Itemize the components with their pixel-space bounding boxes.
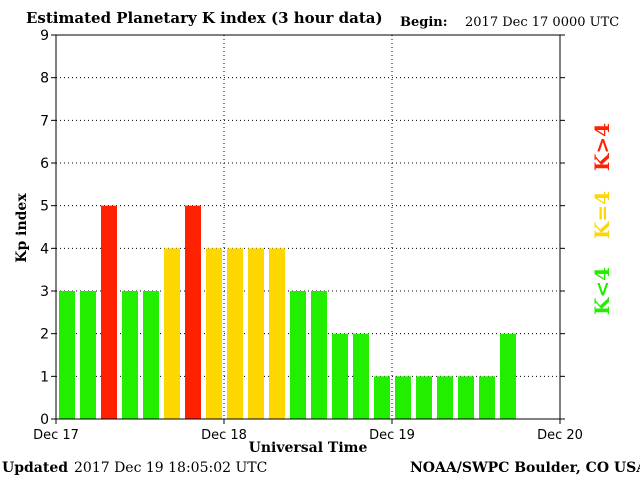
y-tick-label: 7 — [40, 113, 49, 129]
kp-bar — [353, 333, 369, 419]
x-tick-label: Dec 17 — [33, 428, 79, 443]
bar-series — [59, 205, 516, 419]
grid-lines — [56, 35, 560, 419]
legend-low: K<4 — [590, 266, 614, 316]
y-tick-label: 3 — [40, 284, 49, 300]
x-axis-label: Universal Time — [248, 440, 368, 456]
y-tick-label: 0 — [40, 412, 49, 428]
kp-bar — [80, 291, 96, 419]
x-tick-label: Dec 19 — [369, 428, 415, 443]
kp-bar — [122, 291, 138, 419]
kp-bar — [101, 205, 117, 419]
kp-bar — [227, 248, 243, 419]
kp-bar — [395, 376, 411, 419]
kp-bar — [311, 291, 327, 419]
kp-bar — [290, 291, 306, 419]
kp-bar — [458, 376, 474, 419]
x-tick-label: Dec 20 — [537, 428, 583, 443]
y-tick-label: 4 — [40, 241, 49, 257]
y-tick-label: 6 — [40, 156, 49, 172]
kp-bar — [164, 248, 180, 419]
begin-label: Begin: — [400, 15, 448, 30]
kp-bar — [248, 248, 264, 419]
kp-bar — [269, 248, 285, 419]
kp-bar — [416, 376, 432, 419]
y-tick-label: 8 — [40, 71, 49, 87]
kp-bar — [206, 248, 222, 419]
updated-label: Updated — [2, 460, 69, 476]
y-axis-label: Kp index — [14, 193, 30, 263]
y-tick-label: 5 — [40, 199, 49, 215]
kp-bar — [479, 376, 495, 419]
plot-frame — [55, 34, 561, 420]
kp-bar — [500, 333, 516, 419]
chart-title: Estimated Planetary K index (3 hour data… — [26, 9, 383, 27]
begin-value: 2017 Dec 17 0000 UTC — [465, 15, 620, 30]
kp-bar — [332, 333, 348, 419]
x-axis-ticks: Dec 17 Dec 18 Dec 19 Dec 20 — [33, 419, 583, 443]
y-axis-ticks: 0 1 2 3 4 5 6 7 8 9 — [40, 28, 565, 428]
y-tick-label: 2 — [40, 327, 49, 343]
legend-equal: K=4 — [590, 190, 614, 240]
kp-bar — [437, 376, 453, 419]
kp-bar — [185, 205, 201, 419]
updated-value: 2017 Dec 19 18:05:02 UTC — [74, 460, 268, 476]
kp-bar — [59, 291, 75, 419]
kp-bar — [374, 376, 390, 419]
y-tick-label: 9 — [40, 28, 49, 44]
source-credit: NOAA/SWPC Boulder, CO USA — [410, 460, 640, 476]
legend-high: K>4 — [590, 122, 614, 172]
y-tick-label: 1 — [40, 369, 49, 385]
x-tick-label: Dec 18 — [201, 428, 247, 443]
kp-bar — [143, 291, 159, 419]
